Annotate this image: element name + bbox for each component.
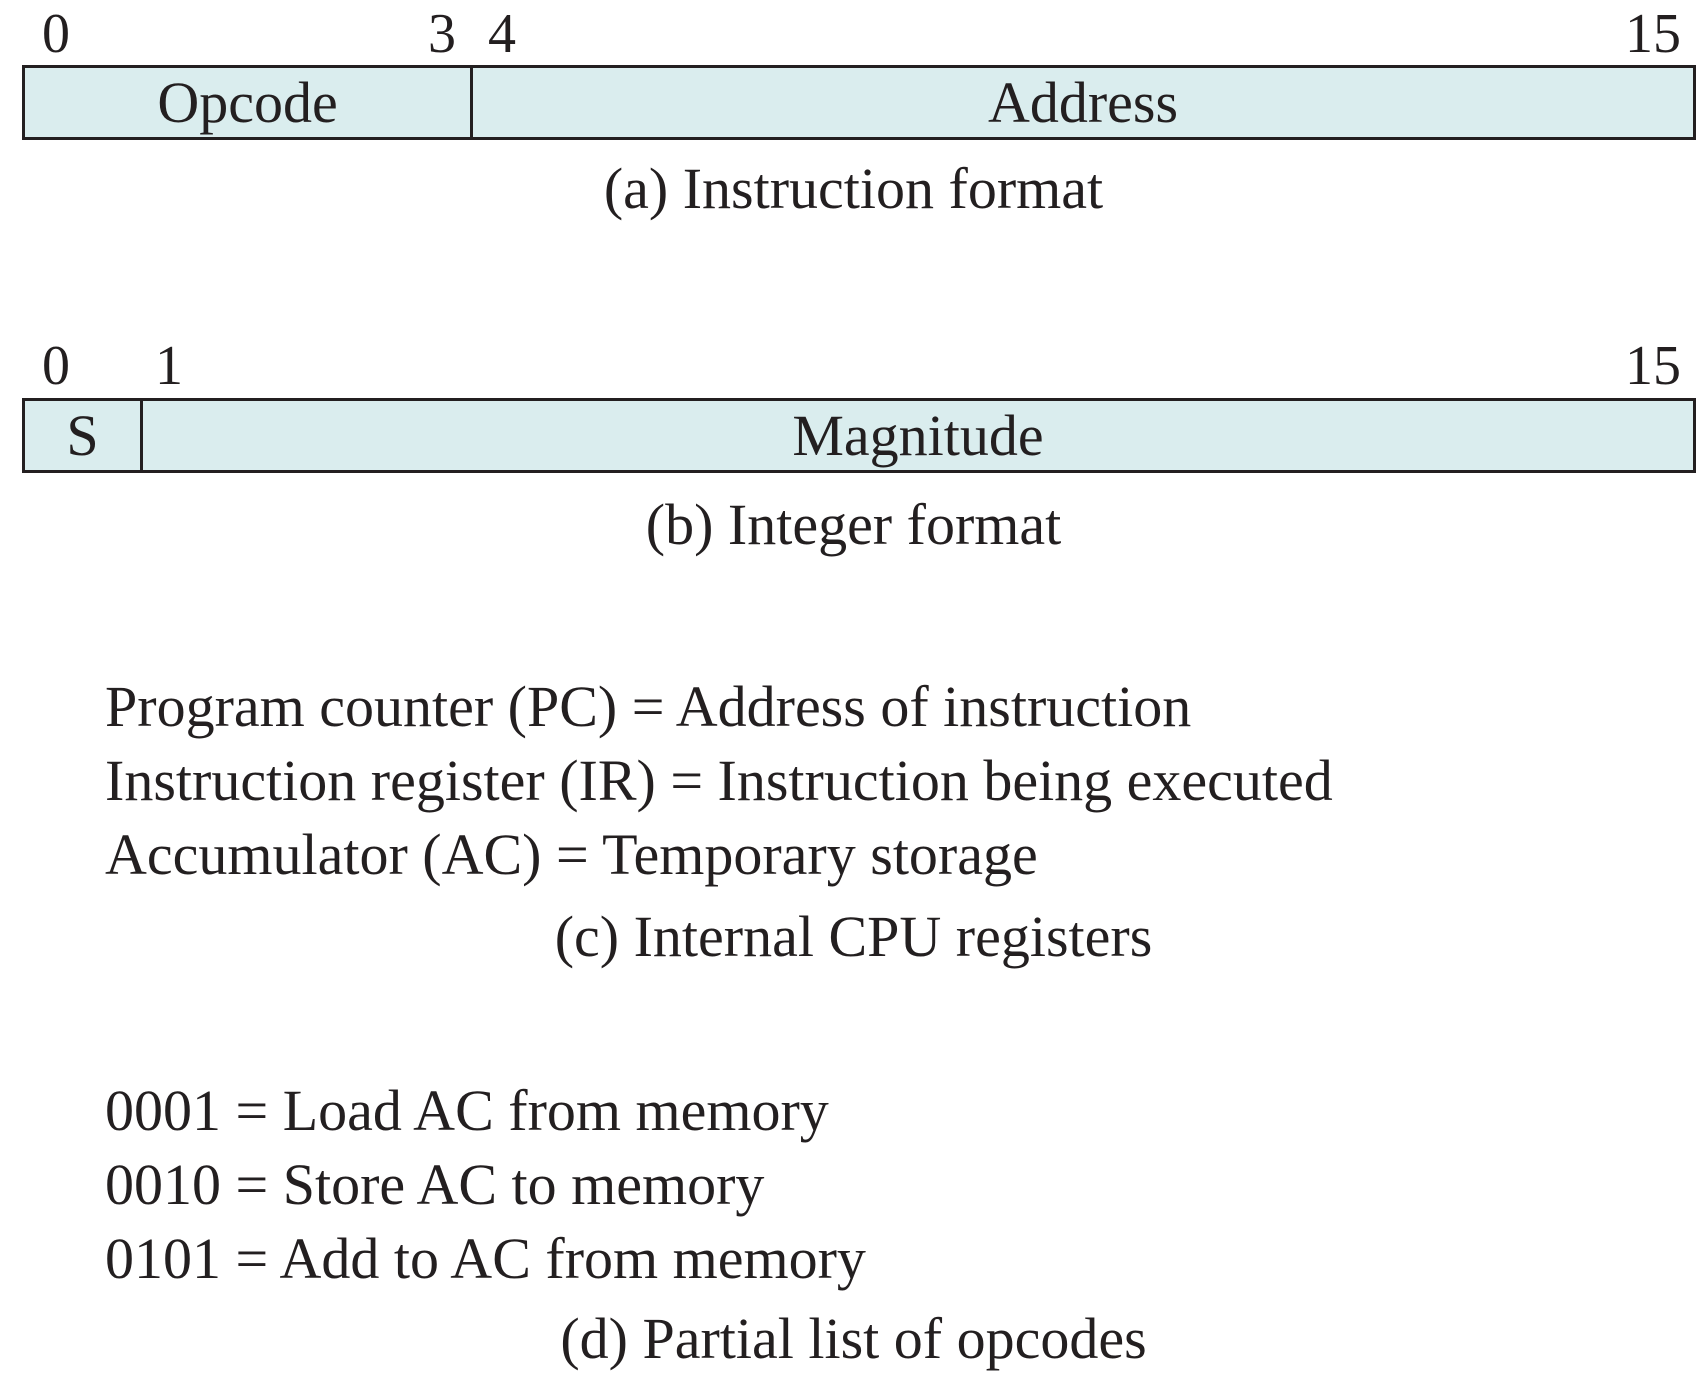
opcode-field-label: Opcode bbox=[157, 69, 338, 135]
opcode-field: Opcode bbox=[22, 65, 473, 140]
integer-format-caption: (b) Integer format bbox=[645, 492, 1062, 557]
bit-label-1: 1 bbox=[155, 335, 183, 397]
magnitude-field-label: Magnitude bbox=[792, 402, 1044, 468]
opcode-line-load: 0001 = Load AC from memory bbox=[105, 1078, 829, 1143]
bit-label-15: 15 bbox=[1625, 3, 1681, 65]
address-field-label: Address bbox=[987, 69, 1179, 135]
bit-label-15: 15 bbox=[1625, 335, 1681, 397]
registers-caption: (c) Internal CPU registers bbox=[554, 904, 1153, 969]
bit-label-3: 3 bbox=[428, 3, 456, 65]
opcode-line-store: 0010 = Store AC to memory bbox=[105, 1152, 765, 1217]
opcodes-caption: (d) Partial list of opcodes bbox=[560, 1306, 1147, 1371]
bit-label-4: 4 bbox=[488, 3, 516, 65]
magnitude-field: Magnitude bbox=[140, 398, 1696, 473]
instruction-format-caption: (a) Instruction format bbox=[603, 156, 1104, 221]
address-field: Address bbox=[470, 65, 1696, 140]
register-line-ir: Instruction register (IR) = Instruction … bbox=[105, 748, 1333, 813]
register-line-ac: Accumulator (AC) = Temporary storage bbox=[105, 822, 1038, 887]
sign-field-label: S bbox=[66, 402, 99, 468]
sign-field: S bbox=[22, 398, 143, 473]
opcode-line-add: 0101 = Add to AC from memory bbox=[105, 1226, 866, 1291]
bit-label-0: 0 bbox=[42, 3, 70, 65]
register-line-pc: Program counter (PC) = Address of instru… bbox=[105, 674, 1192, 739]
bit-label-0: 0 bbox=[42, 335, 70, 397]
